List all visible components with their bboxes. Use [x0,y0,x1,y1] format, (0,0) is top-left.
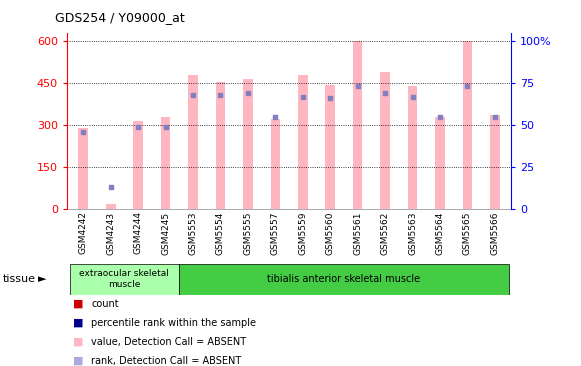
Point [134,124,143,130]
Bar [243,79,253,209]
Bar [188,75,198,209]
Text: GDS254 / Y09000_at: GDS254 / Y09000_at [55,11,185,24]
Point [243,90,253,96]
Text: count: count [91,299,119,309]
Text: ■: ■ [73,337,83,347]
Point [381,90,390,96]
Bar [106,203,116,209]
Point [353,83,363,89]
Point [298,94,307,100]
Bar [161,117,170,209]
Text: ■: ■ [73,299,83,309]
Text: ■: ■ [73,318,83,328]
Point [462,83,472,89]
Point [78,129,88,135]
Bar [78,128,88,209]
Bar [408,86,417,209]
Bar [353,41,363,209]
Text: ►: ► [38,274,46,284]
Text: tibialis anterior skeletal muscle: tibialis anterior skeletal muscle [267,274,421,284]
Bar [435,117,444,209]
Bar [298,75,307,209]
Point [408,94,417,100]
Point [188,92,198,98]
Point [161,124,170,130]
Text: value, Detection Call = ABSENT: value, Detection Call = ABSENT [91,337,246,347]
Bar [490,115,500,209]
Bar [381,72,390,209]
Bar [134,121,143,209]
Bar [216,82,225,209]
Text: extraocular skeletal
muscle: extraocular skeletal muscle [80,269,170,289]
Point [271,114,280,120]
Text: percentile rank within the sample: percentile rank within the sample [91,318,256,328]
Point [325,95,335,101]
Point [490,114,500,120]
Bar [462,41,472,209]
Point [106,184,116,190]
Bar [70,264,180,295]
Text: tissue: tissue [3,274,36,284]
Bar [271,119,280,209]
Text: ■: ■ [73,356,83,366]
Text: rank, Detection Call = ABSENT: rank, Detection Call = ABSENT [91,356,242,366]
Point [216,92,225,98]
Bar [180,264,508,295]
Bar [325,85,335,209]
Point [435,114,444,120]
